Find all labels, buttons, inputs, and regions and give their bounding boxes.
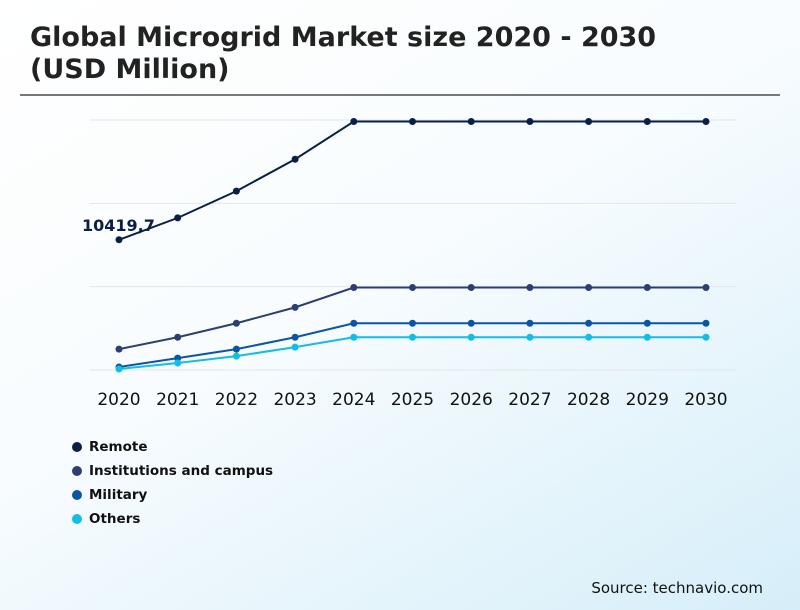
data-point [643,118,651,125]
legend-item: Military [72,483,273,507]
data-point [291,303,299,311]
data-point [702,284,710,291]
data-point [115,345,123,353]
data-point [232,345,240,353]
legend: Remote Institutions and campus Military Oth… [72,435,273,531]
legend-marker [72,442,82,452]
x-tick-label: 2023 [273,390,316,410]
data-point [702,319,710,327]
data-point [409,284,416,291]
legend-item: Others [72,507,273,531]
legend-marker [72,514,82,524]
legend-label: Military [89,487,148,503]
chart-title: Global Microgrid Market size 2020 - 2030… [30,22,656,86]
legend-item: Institutions and campus [72,459,273,483]
data-point [350,284,358,291]
data-point [467,118,475,125]
data-point [526,333,534,341]
data-point [232,187,240,195]
title-line-1: Global Microgrid Market size 2020 - 2030 [30,22,657,53]
data-point [585,333,593,341]
x-tick-label: 2029 [626,390,669,410]
data-point [585,118,593,125]
data-point [291,333,299,341]
data-point [467,333,475,341]
line-chart: 2020 2021 2022 2023 2024 2025 2026 2027 2028 2029… [82,118,736,410]
source-text: Source: technavio.com [591,579,763,597]
data-point [174,214,182,222]
data-point [291,343,299,351]
data-point [291,155,299,163]
data-point [409,319,416,327]
data-point [232,319,240,327]
data-point [232,352,240,360]
series-line-remote [118,120,706,241]
data-point [643,284,651,291]
data-point [174,354,182,362]
x-tick-label: 2025 [391,390,434,410]
data-point [350,333,358,341]
x-tick-label: 2024 [332,390,375,410]
x-tick-label: 2021 [156,390,199,410]
data-point [350,118,358,125]
title-line-2: (USD Million) [30,54,230,85]
legend-item: Remote [72,435,273,459]
title-divider [20,94,780,96]
data-point [585,319,593,327]
x-tick-label: 2028 [567,390,610,410]
data-point [526,319,534,327]
data-point [467,284,475,291]
data-point [409,118,416,125]
data-point [526,284,534,291]
data-point [526,118,534,125]
data-point [702,333,710,341]
legend-label: Others [89,511,141,527]
x-tick-label: 2030 [684,390,727,410]
data-point [643,319,651,327]
x-tick-label: 2020 [97,390,140,410]
data-point [115,236,123,244]
legend-label: Institutions and campus [89,463,274,479]
data-point [174,333,182,341]
data-point [350,319,358,327]
legend-label: Remote [89,439,148,455]
data-point [585,284,593,291]
x-tick-label: 2026 [450,390,493,410]
legend-marker [72,490,82,500]
data-point [702,118,710,125]
data-point [174,359,182,367]
data-point [467,319,475,327]
data-point [115,365,123,373]
data-point [409,333,416,341]
data-point [643,333,651,341]
x-tick-label: 2027 [508,390,551,410]
x-tick-label: 2022 [215,390,258,410]
legend-marker [72,466,82,476]
data-label: 10419,7 [82,216,155,235]
